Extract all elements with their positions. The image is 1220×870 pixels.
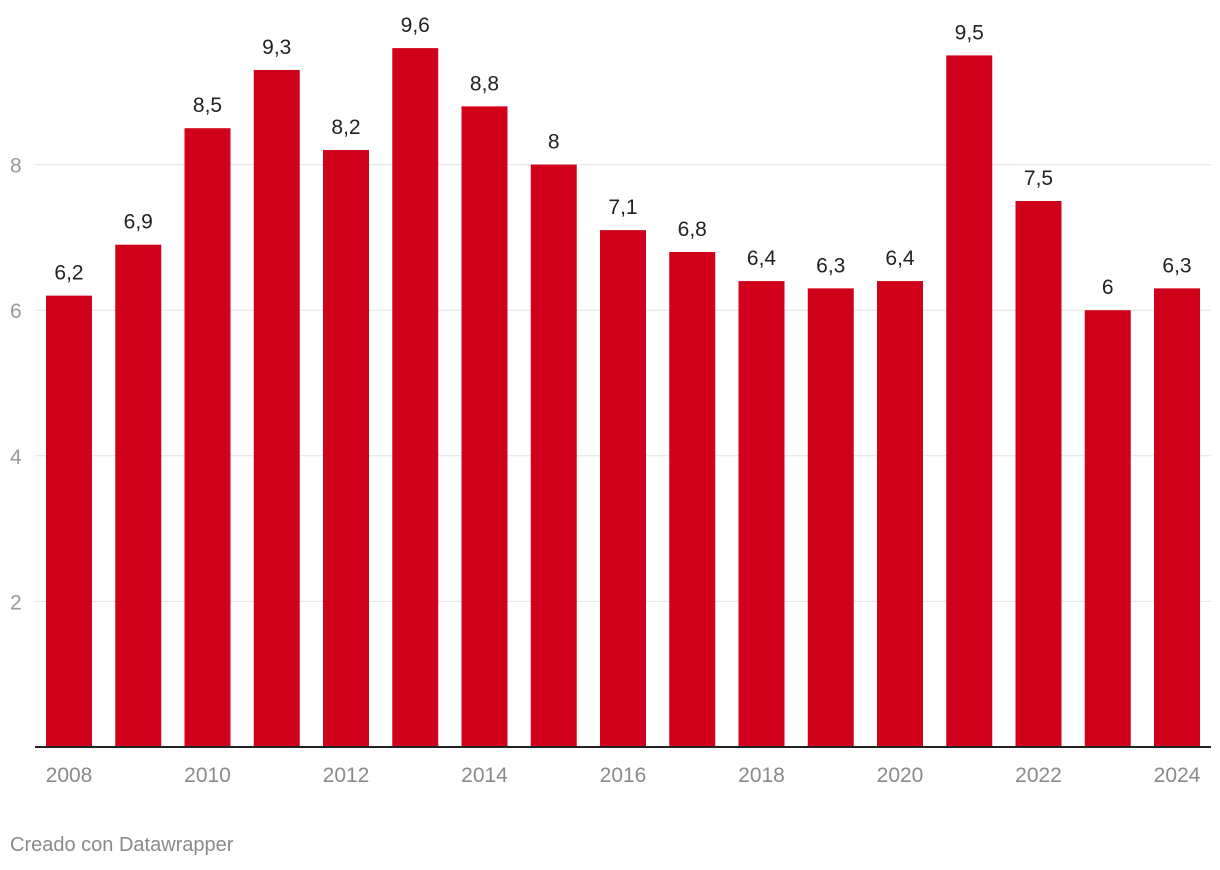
bar-2018[interactable]: [738, 281, 785, 747]
x-tick-label-2012: 2012: [323, 764, 370, 787]
value-labels: 6,2 6,9 8,5 9,3 8,2 9,6 8,8 8 7,1 6,8 6,4 6,3 6,4 9,5…: [54, 14, 1191, 299]
bar-2023[interactable]: [1084, 310, 1131, 747]
value-label-2011: 9,3: [262, 36, 291, 59]
value-label-2021: 9,5: [955, 21, 984, 44]
bar-2015[interactable]: [530, 164, 577, 748]
x-tick-label-2024: 2024: [1154, 764, 1201, 787]
x-tick-label-2020: 2020: [877, 764, 924, 787]
value-label-2017: 6,8: [678, 218, 707, 241]
value-label-2022: 7,5: [1024, 167, 1053, 190]
bar-2019[interactable]: [807, 288, 854, 747]
bar-2013[interactable]: [392, 48, 439, 748]
value-label-2024: 6,3: [1162, 254, 1191, 277]
x-tick-label-2016: 2016: [600, 764, 647, 787]
bar-2010[interactable]: [184, 128, 231, 747]
y-tick-label: 6: [10, 300, 22, 323]
bar-2016[interactable]: [600, 230, 646, 747]
bar-2021[interactable]: [946, 55, 993, 747]
y-axis-ticks: 2 4 6 8: [10, 155, 22, 615]
bar-2009[interactable]: [115, 244, 162, 747]
value-label-2020: 6,4: [885, 247, 915, 270]
value-label-2018: 6,4: [747, 247, 777, 270]
bar-2012[interactable]: [323, 150, 369, 748]
bar-2014[interactable]: [461, 106, 508, 748]
value-label-2009: 6,9: [124, 211, 153, 234]
value-label-2016: 7,1: [608, 196, 637, 219]
value-label-2023: 6: [1102, 276, 1114, 299]
x-axis-ticks: 2008 2010 2012 2014 2016 2018 2020 2022 2024: [46, 764, 1201, 787]
x-tick-label-2010: 2010: [184, 764, 231, 787]
footer-credit: Creado con Datawrapper: [10, 834, 234, 856]
value-label-2010: 8,5: [193, 94, 222, 117]
value-label-2019: 6,3: [816, 254, 845, 277]
value-label-2012: 8,2: [331, 116, 360, 139]
bar-2008[interactable]: [46, 295, 92, 747]
bars: [46, 48, 1200, 748]
x-tick-label-2008: 2008: [46, 764, 93, 787]
bar-2020[interactable]: [877, 281, 923, 747]
value-label-2015: 8: [548, 131, 560, 154]
bar-2024[interactable]: [1154, 288, 1200, 747]
bar-2022[interactable]: [1015, 201, 1062, 747]
value-label-2013: 9,6: [401, 14, 430, 37]
y-tick-label: 2: [10, 591, 22, 614]
bar-2011[interactable]: [253, 69, 300, 747]
x-tick-label-2014: 2014: [461, 764, 508, 787]
bar-2017[interactable]: [669, 251, 716, 747]
y-tick-label: 8: [10, 155, 22, 178]
x-tick-label-2018: 2018: [738, 764, 785, 787]
x-tick-label-2022: 2022: [1015, 764, 1062, 787]
value-label-2014: 8,8: [470, 72, 499, 95]
y-tick-label: 4: [10, 446, 22, 469]
value-label-2008: 6,2: [54, 262, 83, 285]
